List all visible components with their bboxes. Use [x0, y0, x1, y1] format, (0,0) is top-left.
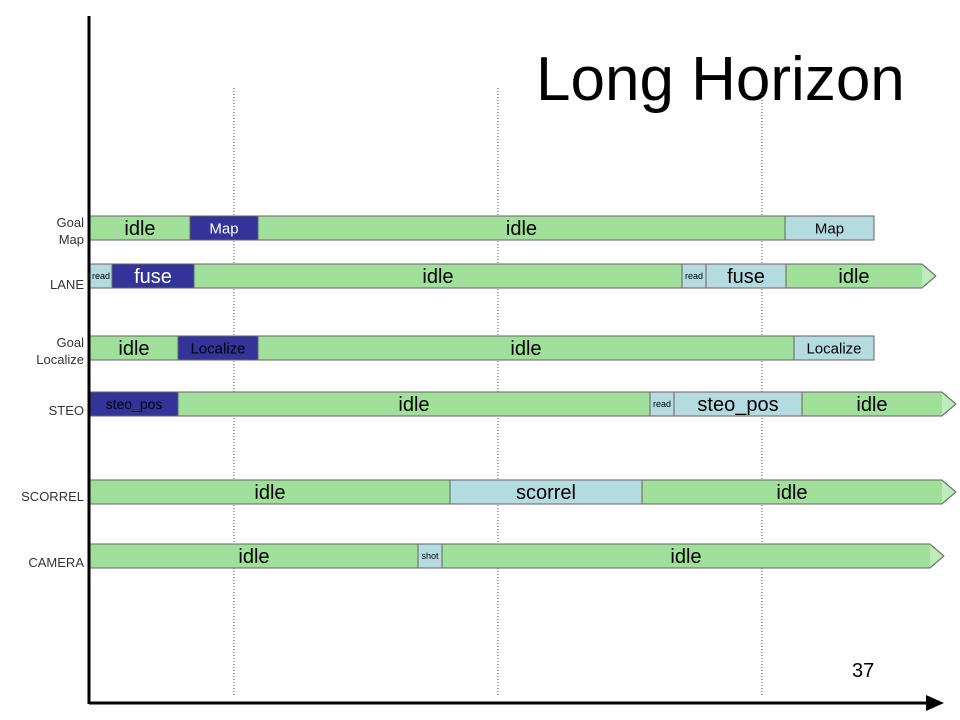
segment-label: read: [653, 399, 671, 409]
segment-label: idle: [254, 482, 285, 504]
segment-idle: [177, 391, 651, 417]
segment-light: [449, 479, 643, 505]
segment-label: idle: [856, 394, 887, 416]
timeline-row: idle Map idle Map: [89, 215, 875, 241]
row-label: Goal Localize: [0, 334, 84, 368]
segment-label: fuse: [134, 266, 172, 288]
segment-light: [681, 263, 707, 289]
segment-idle: [89, 543, 419, 569]
segment-idle: [257, 215, 786, 241]
segment-idle: [193, 263, 683, 289]
segment-light: [793, 335, 875, 361]
row-label: CAMERA: [0, 554, 84, 571]
segment-arrow-tip: [942, 482, 954, 502]
segment-label: steo_pos: [106, 396, 163, 412]
segment-light: [673, 391, 803, 417]
segment-label: steo_pos: [697, 394, 778, 416]
page-number: 37: [852, 660, 875, 682]
segment-label: Map: [815, 220, 844, 237]
row-label-line: Goal: [56, 215, 84, 230]
segment-light: [784, 215, 875, 241]
segment-label: idle: [398, 394, 429, 416]
timeline-row: steo_pos idle read steo_pos idle: [89, 391, 957, 417]
segment-idle: [89, 479, 451, 505]
segment-label: idle: [422, 266, 453, 288]
row-label-line: SCORREL: [21, 489, 84, 504]
row-label: SCORREL: [0, 488, 84, 505]
segment-light: [705, 263, 787, 289]
segment-label: Localize: [806, 340, 861, 357]
slide-title: Long Horizon: [536, 45, 905, 114]
row-label-line: Map: [58, 232, 84, 247]
segment-idle: [785, 263, 937, 289]
segment-label: read: [92, 271, 110, 281]
row-label: LANE: [0, 276, 84, 293]
row-label-line: LANE: [50, 277, 84, 292]
segment-label: idle: [506, 218, 537, 240]
segment-arrow-tip: [942, 394, 954, 414]
segment-idle: [441, 543, 945, 569]
segment-label: scorrel: [516, 482, 576, 504]
row-label-line: Localize: [36, 352, 84, 367]
segment-label: idle: [510, 338, 541, 360]
timeline-row: idle Localize idle Localize: [89, 335, 875, 361]
segment-label: shot: [421, 551, 439, 561]
row-label: STEO: [0, 402, 84, 419]
segment-label: idle: [124, 218, 155, 240]
segment-dark: [189, 215, 259, 241]
segment-dark: [111, 263, 195, 289]
segment-label: fuse: [727, 266, 765, 288]
segment-idle: [89, 335, 179, 361]
segment-label: idle: [776, 482, 807, 504]
x-axis-arrowhead: [926, 695, 944, 711]
segment-idle: [641, 479, 957, 505]
timeline-row: idle shot idle: [89, 543, 945, 569]
row-label-line: STEO: [48, 403, 84, 418]
segment-label: idle: [670, 546, 701, 568]
segment-label: Map: [209, 220, 238, 237]
segment-arrow-tip: [922, 266, 934, 286]
segment-label: idle: [238, 546, 269, 568]
segment-label: idle: [118, 338, 149, 360]
row-label: Goal Map: [0, 214, 84, 248]
segment-label: read: [685, 271, 703, 281]
segment-arrow-tip: [930, 546, 942, 566]
segment-idle: [801, 391, 957, 417]
row-label-line: Goal: [56, 335, 84, 350]
axes: [87, 16, 944, 711]
row-label-line: CAMERA: [28, 555, 84, 570]
timeline-row: idle scorrel idle: [89, 479, 957, 505]
segment-dark: [89, 391, 179, 417]
timeline-row: read fuse idle read fuse idle: [89, 263, 937, 289]
segment-label: Localize: [190, 340, 245, 357]
segment-idle: [89, 215, 191, 241]
segment-light: [417, 543, 443, 569]
segment-label: idle: [838, 266, 869, 288]
